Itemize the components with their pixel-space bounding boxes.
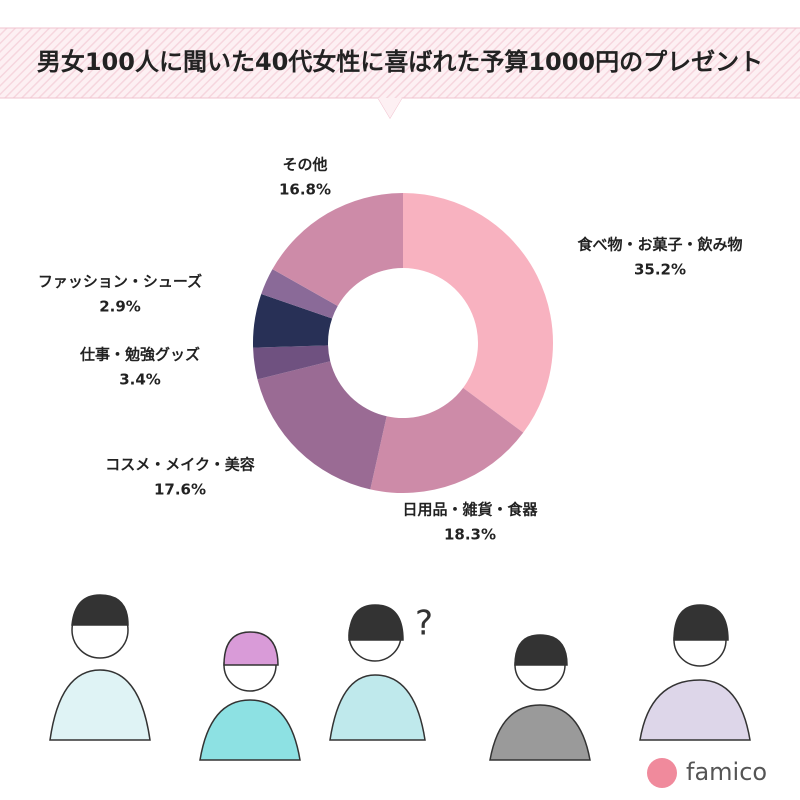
slice-value: 2.9%	[99, 298, 141, 316]
slice-label: 仕事・勉強グッズ	[79, 346, 200, 364]
slice-value: 3.4%	[119, 371, 161, 389]
illustrations: ?	[49, 594, 751, 761]
person	[49, 594, 151, 741]
chart-title: 男女100人に聞いた40代女性に喜ばれた予算1000円のプレゼント	[37, 48, 763, 76]
slice-value: 16.8%	[279, 181, 331, 199]
slice-value: 18.3%	[444, 526, 496, 544]
logo-icon	[647, 758, 677, 788]
slice-label: 食べ物・お菓子・飲み物	[577, 236, 742, 254]
slice-value: 35.2%	[634, 261, 686, 279]
person	[639, 604, 751, 741]
slice	[261, 269, 338, 319]
person: ?	[329, 604, 433, 741]
slice	[403, 193, 554, 433]
slice-value: 17.6%	[154, 481, 206, 499]
logo: famico	[686, 758, 767, 786]
person	[199, 631, 301, 761]
slice	[272, 193, 403, 307]
slice-label: ファッション・シューズ	[38, 273, 202, 291]
slice	[253, 345, 331, 380]
slice	[370, 387, 524, 493]
person	[489, 634, 591, 761]
slice	[253, 293, 333, 348]
title-band	[0, 28, 800, 98]
svg-text:?: ?	[415, 604, 433, 644]
slice-label: その他	[282, 156, 327, 174]
slice-label: コスメ・メイク・美容	[105, 456, 254, 474]
slice-label: 日用品・雑貨・食器	[402, 501, 538, 519]
title-pointer	[378, 98, 402, 118]
slice	[257, 361, 387, 490]
